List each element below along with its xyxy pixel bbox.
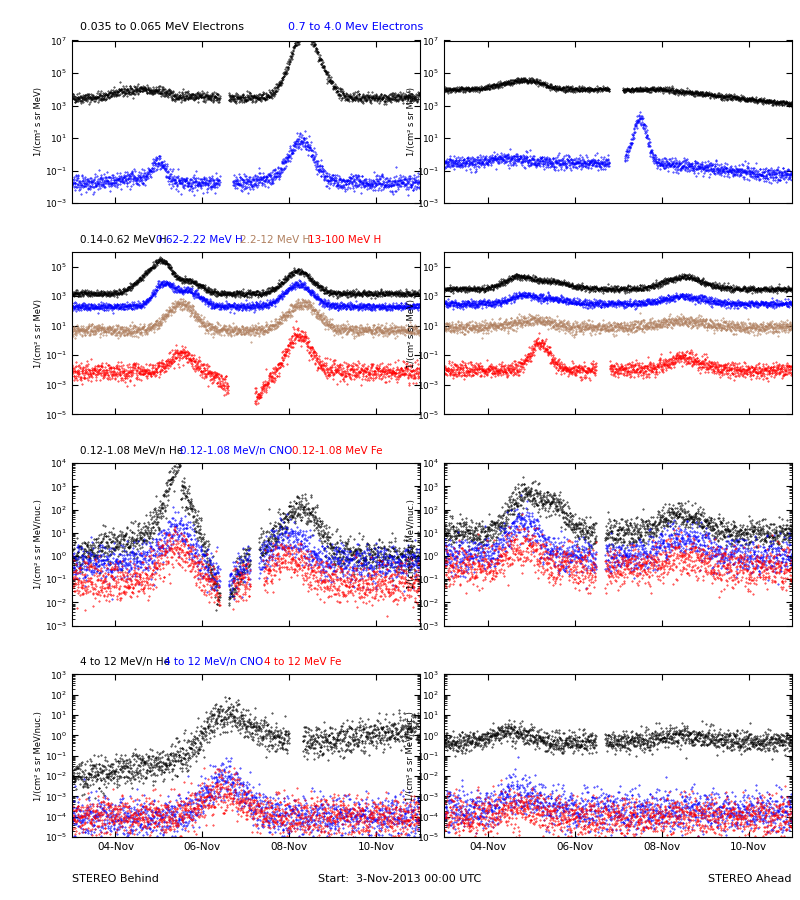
- Text: STEREO Ahead: STEREO Ahead: [709, 874, 792, 884]
- Text: 13-100 MeV H: 13-100 MeV H: [308, 235, 382, 245]
- Text: 4 to 12 MeV/n CNO: 4 to 12 MeV/n CNO: [164, 657, 263, 667]
- Text: 0.7 to 4.0 Mev Electrons: 0.7 to 4.0 Mev Electrons: [288, 22, 423, 32]
- Text: 0.12-1.08 MeV Fe: 0.12-1.08 MeV Fe: [292, 446, 382, 456]
- Text: 0.035 to 0.065 MeV Electrons: 0.035 to 0.065 MeV Electrons: [80, 22, 244, 32]
- Text: Start:  3-Nov-2013 00:00 UTC: Start: 3-Nov-2013 00:00 UTC: [318, 874, 482, 884]
- Y-axis label: 1/(cm² s sr MeV/nuc.): 1/(cm² s sr MeV/nuc.): [34, 711, 43, 801]
- Y-axis label: 1/(cm² s sr MeV): 1/(cm² s sr MeV): [34, 299, 43, 367]
- Y-axis label: 1/(cm² s sr MeV/nuc.): 1/(cm² s sr MeV/nuc.): [34, 500, 43, 590]
- Text: 4 to 12 MeV/n He: 4 to 12 MeV/n He: [80, 657, 170, 667]
- Text: 0.12-1.08 MeV/n He: 0.12-1.08 MeV/n He: [80, 446, 183, 456]
- Y-axis label: 1/(cm² s sr MeV/nuc.): 1/(cm² s sr MeV/nuc.): [406, 711, 415, 801]
- Text: 0.14-0.62 MeV H: 0.14-0.62 MeV H: [80, 235, 166, 245]
- Y-axis label: 1/(cm² s sr MeV): 1/(cm² s sr MeV): [406, 299, 416, 367]
- Y-axis label: 1/(cm² s sr MeV/nuc.): 1/(cm² s sr MeV/nuc.): [406, 500, 416, 590]
- Y-axis label: 1/(cm² s sr MeV): 1/(cm² s sr MeV): [406, 87, 416, 157]
- Text: 0.62-2.22 MeV H: 0.62-2.22 MeV H: [156, 235, 242, 245]
- Y-axis label: 1/(cm² s sr MeV): 1/(cm² s sr MeV): [34, 87, 43, 157]
- Text: 2.2-12 MeV H: 2.2-12 MeV H: [240, 235, 310, 245]
- Text: STEREO Behind: STEREO Behind: [72, 874, 159, 884]
- Text: 0.12-1.08 MeV/n CNO: 0.12-1.08 MeV/n CNO: [180, 446, 292, 456]
- Text: 4 to 12 MeV Fe: 4 to 12 MeV Fe: [264, 657, 342, 667]
